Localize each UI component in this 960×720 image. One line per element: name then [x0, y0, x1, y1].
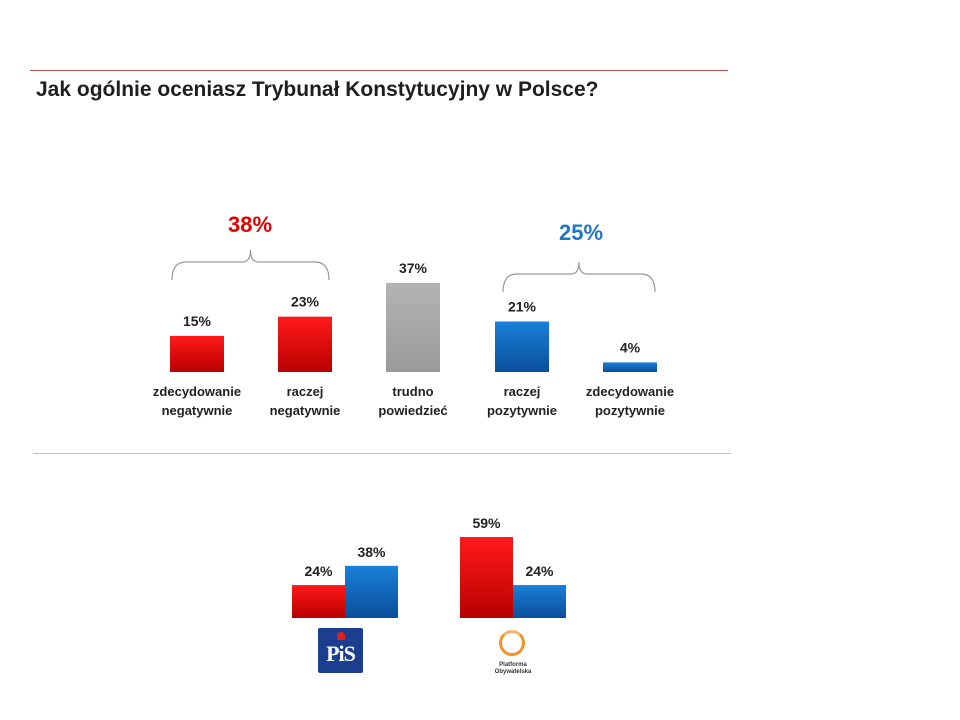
category-label-1-1: negatywnie — [270, 403, 341, 418]
party-value-label-1-1: 24% — [525, 563, 554, 579]
group-total-1: 25% — [559, 220, 603, 245]
party-value-label-0-0: 24% — [304, 563, 333, 579]
category-label-0-1: negatywnie — [162, 403, 233, 418]
party-bar-1-1 — [513, 585, 566, 618]
bar-2 — [386, 283, 440, 372]
chart-title: Jak ogólnie oceniasz Trybunał Konstytucy… — [36, 78, 599, 101]
category-label-4-0: zdecydowanie — [586, 384, 674, 399]
category-label-3-1: pozytywnie — [487, 403, 557, 418]
po-logo: Platforma Obywatelska — [487, 628, 539, 684]
pis-logo: PiS — [318, 628, 363, 673]
eagle-icon — [337, 632, 345, 640]
pis-logo-text: PiS — [326, 641, 356, 666]
bar-3 — [495, 321, 549, 372]
bar-4 — [603, 362, 657, 372]
value-label-1: 23% — [291, 294, 320, 310]
party-bar-1-0 — [460, 537, 513, 618]
value-label-2: 37% — [399, 260, 428, 276]
category-label-2-0: trudno — [392, 384, 433, 399]
category-label-2-1: powiedzieć — [378, 403, 447, 418]
section-divider — [33, 453, 731, 454]
bracket-0 — [171, 249, 330, 281]
party-value-label-0-1: 38% — [357, 544, 386, 560]
po-logo-text: Platforma Obywatelska — [494, 662, 532, 675]
top-rule — [30, 70, 728, 71]
po-heart-icon — [499, 630, 525, 656]
party-bar-0-0 — [292, 585, 345, 618]
category-label-4-1: pozytywnie — [595, 403, 665, 418]
bar-0 — [170, 335, 224, 372]
party-bar-0-1 — [345, 565, 398, 618]
category-label-3-0: raczej — [504, 384, 541, 399]
value-label-3: 21% — [508, 298, 537, 314]
category-label-0-0: zdecydowanie — [153, 384, 241, 399]
bar-1 — [278, 316, 332, 372]
party-value-label-1-0: 59% — [472, 515, 501, 531]
group-total-0: 38% — [228, 212, 272, 237]
category-label-1-0: raczej — [287, 384, 324, 399]
bracket-1 — [502, 261, 656, 293]
value-label-0: 15% — [183, 313, 212, 329]
value-label-4: 4% — [620, 339, 641, 355]
